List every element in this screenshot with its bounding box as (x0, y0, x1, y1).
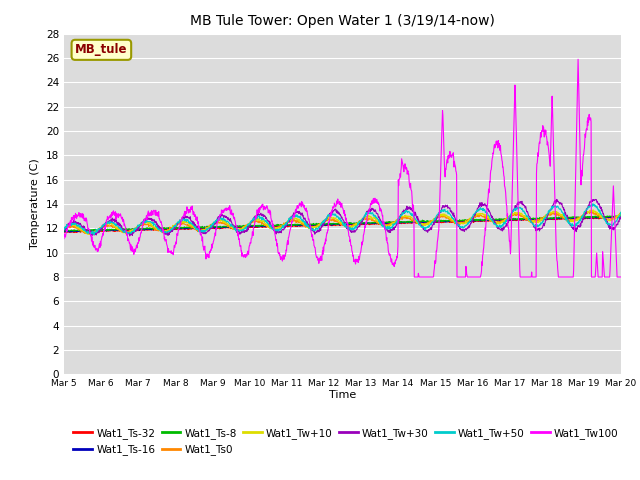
Y-axis label: Temperature (C): Temperature (C) (30, 158, 40, 250)
Text: MB_tule: MB_tule (75, 43, 127, 56)
Legend: Wat1_Ts-32, Wat1_Ts-16, Wat1_Ts-8, Wat1_Ts0, Wat1_Tw+10, Wat1_Tw+30, Wat1_Tw+50,: Wat1_Ts-32, Wat1_Ts-16, Wat1_Ts-8, Wat1_… (69, 424, 623, 459)
X-axis label: Time: Time (329, 390, 356, 400)
Title: MB Tule Tower: Open Water 1 (3/19/14-now): MB Tule Tower: Open Water 1 (3/19/14-now… (190, 14, 495, 28)
